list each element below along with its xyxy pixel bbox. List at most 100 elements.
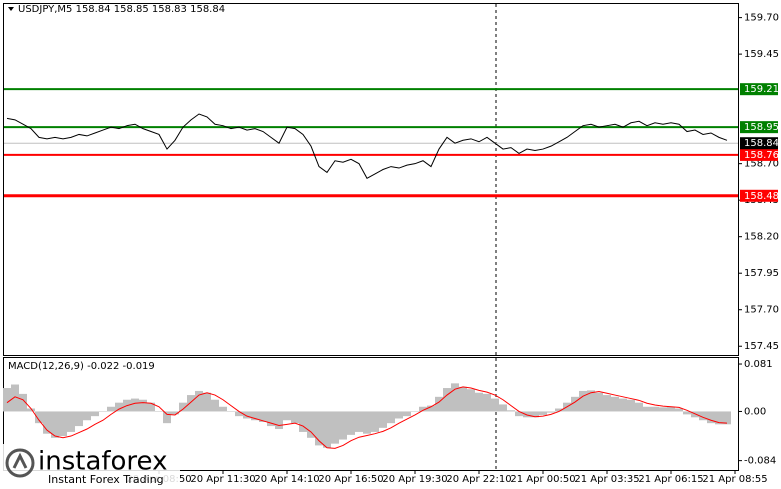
macd-bar — [515, 411, 523, 417]
macd-bar — [339, 411, 347, 440]
macd-bar — [611, 396, 619, 412]
macd-bar — [659, 407, 667, 412]
macd-bar — [75, 411, 83, 427]
macd-bar — [195, 390, 203, 412]
macd-bar — [531, 411, 539, 418]
macd-bar — [203, 392, 211, 412]
level-label-box — [740, 121, 778, 134]
macd-bar — [3, 388, 11, 412]
y-tick-label: 0.00 — [744, 406, 766, 417]
macd-bar — [315, 411, 323, 446]
macd-bar — [131, 398, 139, 412]
y-tick-label: -0.084 — [744, 456, 776, 467]
macd-bar — [171, 411, 179, 415]
macd-bar — [267, 411, 275, 427]
macd-bar — [491, 398, 499, 412]
x-tick-label: 21 Apr 06:15 — [638, 474, 703, 485]
macd-bar — [299, 411, 307, 432]
macd-bar — [651, 406, 659, 412]
watermark-logo-mark — [12, 452, 28, 469]
price-line — [6, 113, 728, 179]
macd-bar — [155, 411, 163, 412]
macd-bar — [347, 411, 355, 435]
title-arrow — [8, 7, 14, 11]
y-tick-label: 159.45 — [744, 49, 779, 60]
macd-bar — [211, 399, 219, 412]
level-label-box — [740, 83, 778, 96]
macd-bar — [371, 411, 379, 432]
macd-bar — [459, 386, 467, 412]
watermark: instaforex Instant Forex Trading — [0, 444, 180, 489]
x-tick-label: 21 Apr 00:50 — [510, 474, 575, 485]
last-price-box — [740, 137, 778, 150]
macd-bar — [523, 411, 531, 418]
level-label: 159.21 — [744, 84, 779, 95]
macd-bar — [91, 411, 99, 417]
macd-bar — [11, 384, 19, 412]
y-tick-label: 158.70 — [744, 159, 779, 170]
macd-bar — [19, 393, 27, 412]
macd-bar — [251, 411, 259, 421]
level-label: 158.95 — [744, 122, 779, 133]
macd-bar — [403, 411, 411, 417]
macd-panel-frame — [3, 357, 739, 471]
macd-bar — [387, 411, 395, 424]
macd-bar — [283, 411, 291, 421]
macd-bar — [587, 390, 595, 412]
macd-bar — [291, 411, 299, 424]
last-price-label: 158.84 — [744, 138, 779, 149]
macd-bar — [467, 389, 475, 412]
macd-bar — [635, 402, 643, 412]
macd-bar — [427, 405, 435, 412]
macd-bar — [499, 404, 507, 412]
macd-bar — [619, 398, 627, 412]
macd-bar — [99, 411, 107, 412]
price-title: USDJPY,M5 158.84 158.85 158.83 158.84 — [18, 4, 225, 15]
macd-bar — [555, 408, 563, 412]
macd-bar — [683, 411, 691, 415]
macd-bar — [699, 411, 707, 421]
price-panel-frame — [3, 3, 739, 356]
macd-bar — [435, 396, 443, 412]
watermark-backdrop — [0, 444, 180, 489]
macd-bar — [67, 411, 75, 432]
macd-bar — [51, 411, 59, 438]
macd-bar — [355, 411, 363, 432]
macd-bar — [235, 411, 243, 417]
y-tick-label: 159.70 — [744, 13, 779, 24]
level-label: 158.48 — [744, 191, 779, 202]
macd-bar — [259, 411, 267, 422]
macd-bar — [243, 411, 251, 419]
macd-bar — [379, 411, 387, 428]
x-tick-label: 20 Apr 14:10 — [254, 474, 319, 485]
watermark-tagline: Instant Forex Trading — [48, 473, 164, 486]
macd-bar — [179, 402, 187, 412]
plot-layer: 159.70159.45158.70158.45158.20157.95157.… — [3, 13, 779, 485]
macd-bar — [163, 411, 171, 424]
macd-bar — [227, 411, 235, 412]
macd-bar — [571, 396, 579, 412]
macd-bar — [691, 411, 699, 418]
macd-bar — [443, 388, 451, 412]
y-tick-label: 157.45 — [744, 341, 779, 352]
macd-bar — [35, 411, 43, 424]
macd-bar — [59, 411, 67, 437]
macd-bar — [331, 411, 339, 444]
y-tick-label: 157.70 — [744, 305, 779, 316]
macd-bar — [275, 411, 283, 430]
macd-bar — [451, 383, 459, 412]
macd-bar — [539, 411, 547, 415]
macd-bar — [723, 411, 731, 425]
macd-bar — [483, 393, 491, 412]
level-label: 158.76 — [744, 150, 779, 161]
macd-bar — [27, 408, 35, 412]
level-label-box — [740, 189, 778, 202]
macd-bar — [475, 392, 483, 412]
y-tick-label: 0.081 — [744, 359, 773, 370]
watermark-brand: instaforex — [38, 447, 167, 477]
x-tick-label: 21 Apr 08:55 — [702, 474, 767, 485]
macd-bar — [627, 399, 635, 412]
macd-bar — [363, 411, 371, 434]
macd-bar — [411, 411, 419, 412]
y-tick-label: 157.95 — [744, 268, 779, 279]
